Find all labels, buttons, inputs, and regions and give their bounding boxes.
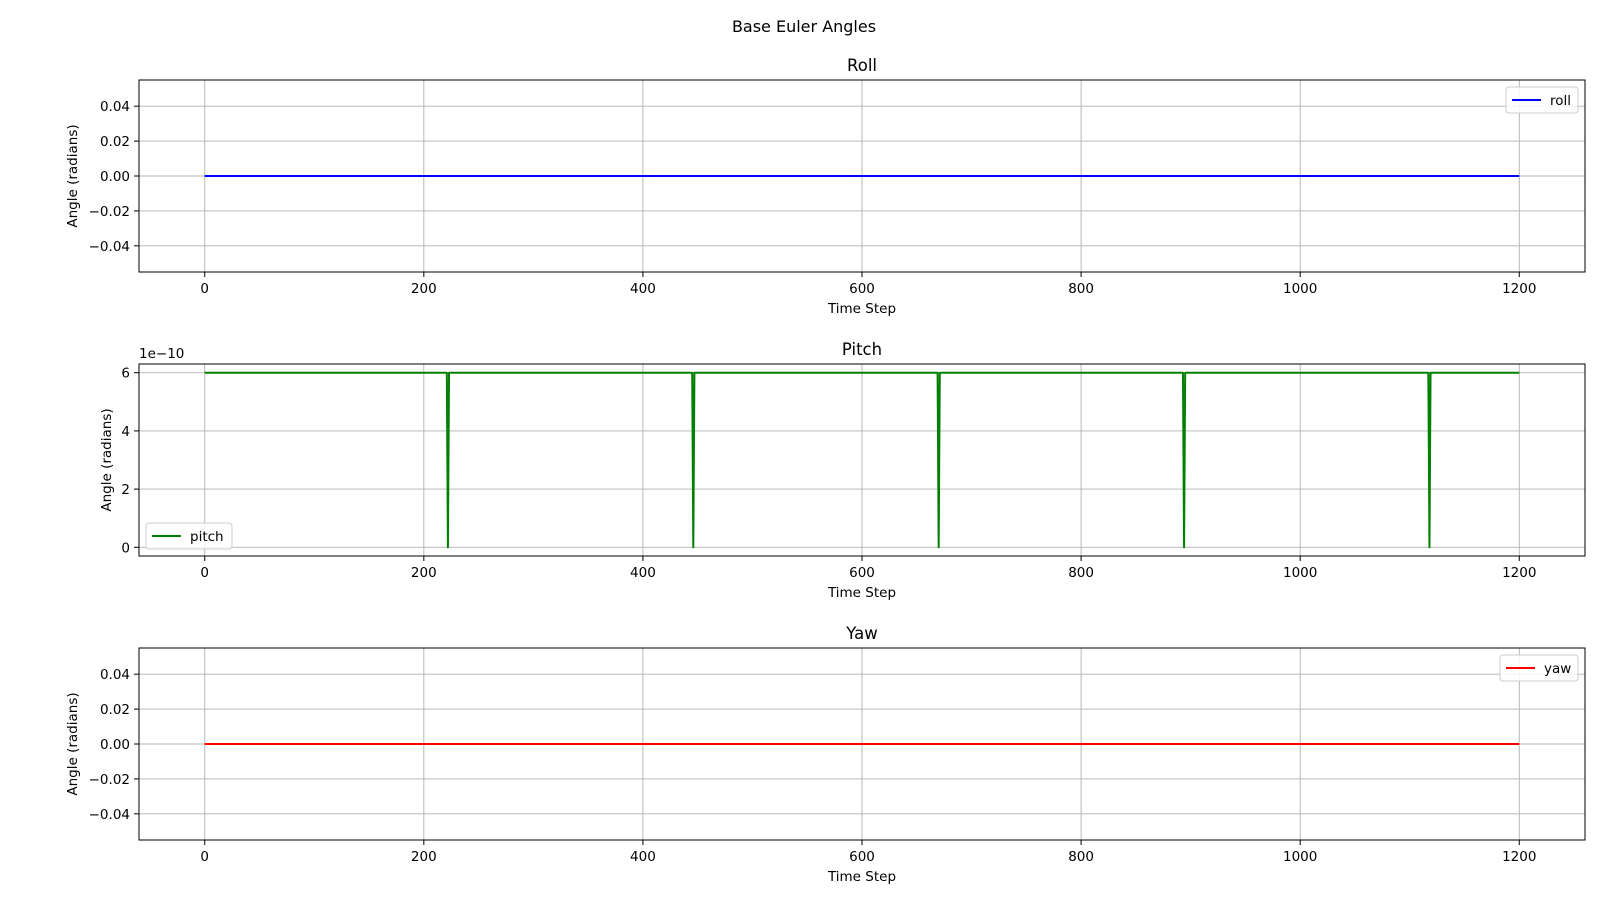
x-tick-label: 1200	[1502, 565, 1536, 581]
subplot-title: Yaw	[845, 624, 877, 643]
x-axis-label: Time Step	[827, 869, 896, 885]
x-tick-label: 600	[849, 281, 875, 297]
y-axis-label: Angle (radians)	[65, 692, 81, 795]
subplot-title: Roll	[847, 56, 877, 75]
legend-box	[1499, 654, 1579, 682]
y-axis-label: Angle (radians)	[99, 408, 115, 511]
x-tick-label: 400	[630, 281, 656, 297]
x-tick-label: 600	[849, 565, 875, 581]
axes-layer: 0 200 400 600 800 1000 12000.040.020.00−0.02−0…	[65, 56, 1586, 885]
x-tick-label: 0	[200, 849, 209, 865]
x-tick-label: 400	[630, 849, 656, 865]
y-tick-label: 2	[121, 482, 130, 498]
x-tick-label: 800	[1068, 281, 1094, 297]
legend: pitch	[145, 522, 233, 550]
legend-label-pitch: pitch	[190, 529, 224, 545]
x-tick-label: 600	[849, 849, 875, 865]
y-axis-label: Angle (radians)	[65, 124, 81, 227]
figure-suptitle: Base Euler Angles	[732, 17, 876, 36]
x-tick-label: 800	[1068, 565, 1094, 581]
y-tick-label: 0.00	[100, 737, 130, 753]
x-tick-label: 200	[411, 281, 437, 297]
subplot-roll: 0 200 400 600 800 1000 1200 0.04 0.02 0.00 −0.02 −0…	[65, 56, 1586, 317]
legend-box	[1505, 86, 1579, 114]
legend-box	[145, 522, 233, 550]
x-tick-label: 200	[411, 565, 437, 581]
y-tick-label: 0.04	[100, 667, 130, 683]
y-tick-label: 6	[121, 366, 130, 382]
x-tick-label: 1000	[1283, 281, 1317, 297]
y-tick-label: −0.02	[89, 772, 130, 788]
legend: yaw	[1499, 654, 1579, 682]
y-tick-label: 0.02	[100, 134, 130, 150]
y-tick-label: −0.04	[89, 239, 130, 255]
x-tick-label: 1200	[1502, 849, 1536, 865]
legend-label-roll: roll	[1550, 93, 1571, 109]
subplot-yaw: 0 200 400 600 800 1000 1200 0.04 0.02 0.00 −0.02 −0…	[65, 624, 1586, 885]
y-tick-label: −0.02	[89, 204, 130, 220]
y-tick-label: 0	[121, 540, 130, 556]
y-tick-label: 0.02	[100, 702, 130, 718]
y-tick-label: 4	[121, 424, 130, 440]
x-tick-label: 400	[630, 565, 656, 581]
subplot-title: Pitch	[842, 340, 882, 359]
legend: roll	[1505, 86, 1579, 114]
x-tick-label: 1200	[1502, 281, 1536, 297]
y-tick-label: 0.04	[100, 99, 130, 115]
x-tick-label: 0	[200, 281, 209, 297]
series-line-pitch	[204, 371, 1520, 549]
x-tick-label: 0	[200, 565, 209, 581]
x-axis-label: Time Step	[827, 585, 896, 601]
legend-label-yaw: yaw	[1544, 661, 1571, 677]
x-tick-label: 1000	[1283, 565, 1317, 581]
x-tick-label: 1000	[1283, 849, 1317, 865]
subplot-pitch: 0 200 400 600 800 1000 1200 6 4 2 0 1e−10 Pitch Time …	[99, 340, 1586, 601]
y-offset-text: 1e−10	[139, 346, 184, 362]
x-tick-label: 800	[1068, 849, 1094, 865]
x-tick-label: 200	[411, 849, 437, 865]
y-tick-label: 0.00	[100, 169, 130, 185]
x-axis-label: Time Step	[827, 301, 896, 317]
y-tick-label: −0.04	[89, 807, 130, 823]
